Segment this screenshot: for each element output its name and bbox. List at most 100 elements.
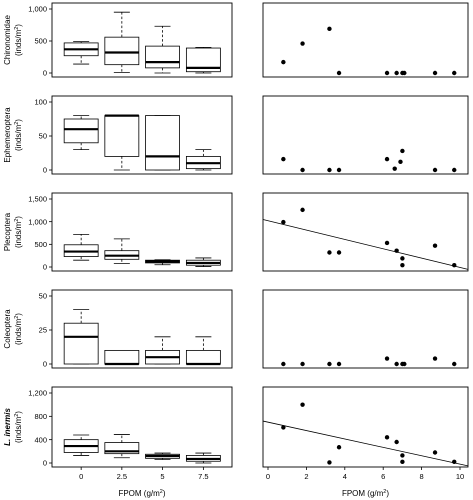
data-point — [336, 167, 342, 173]
x-tick-label: 0 — [266, 472, 270, 481]
panel-frame — [262, 192, 469, 272]
data-point — [452, 70, 457, 76]
trend-line — [262, 219, 469, 270]
boxplot-panel-2: 0 500 1,000 1,500 Plecoptera (inds/m2) — [3, 192, 233, 272]
box-7.5 — [185, 257, 221, 267]
y-tick-label: 50 — [39, 292, 47, 301]
data-point — [327, 26, 332, 32]
data-point — [400, 262, 405, 268]
scatter-panel-3 — [262, 289, 469, 369]
box-2.5 — [104, 349, 140, 366]
data-point — [281, 361, 286, 367]
data-point — [336, 250, 342, 255]
data-point — [281, 59, 286, 65]
iqr-box — [185, 349, 221, 365]
unit-label: (inds/m2) — [14, 119, 23, 151]
data-point — [281, 156, 286, 162]
box-0 — [63, 309, 99, 365]
data-point — [432, 70, 438, 76]
panel-frame — [262, 2, 469, 78]
scatter-panel-0 — [262, 2, 469, 78]
data-point — [432, 450, 438, 455]
panel-frame — [51, 386, 233, 468]
data-point — [384, 240, 390, 246]
scatter-panel-2 — [262, 192, 469, 272]
taxon-label: Ephemeroptera — [3, 107, 12, 163]
y-tick-label: 0 — [43, 459, 47, 468]
x-tick-label: 2.5 — [117, 472, 127, 481]
scatter-panel-1 — [262, 95, 469, 175]
iqr-box — [104, 36, 140, 66]
iqr-box — [104, 349, 140, 365]
data-point — [452, 361, 457, 367]
box-7.5 — [185, 336, 221, 366]
data-point — [300, 361, 305, 367]
data-point — [336, 70, 342, 76]
data-point — [394, 361, 399, 367]
iqr-box — [104, 115, 140, 157]
box-7.5 — [185, 452, 221, 464]
data-point — [336, 445, 342, 450]
y-tick-label: 500 — [34, 37, 47, 46]
box-0 — [63, 115, 99, 151]
iqr-box — [63, 118, 99, 144]
scatter-panel-4: 0 2 4 6 8 10 FPOM (g/m2) — [262, 386, 469, 498]
data-point — [384, 356, 390, 361]
data-point — [402, 361, 407, 367]
trend-line — [262, 420, 469, 467]
boxplot-panel-0: 0 500 1,000 Chironomidae (inds/m2) — [3, 2, 233, 78]
data-point — [327, 250, 332, 255]
iqr-box — [185, 47, 221, 73]
unit-label: (inds/m2) — [14, 313, 23, 345]
data-point — [281, 219, 286, 225]
box-5 — [145, 452, 180, 460]
data-point — [400, 459, 405, 465]
boxplot-panel-4: 0 400 800 1,200 L. inermis (inds/m2) 0 2.5 5 7.5 F… — [3, 386, 233, 498]
data-point — [432, 356, 438, 361]
data-point — [300, 41, 305, 46]
iqr-box — [63, 322, 99, 365]
taxon-label: Coleoptera — [3, 309, 12, 349]
y-tick-label: 400 — [34, 435, 47, 444]
data-point — [327, 460, 332, 465]
y-tick-label: 1,500 — [28, 195, 47, 204]
data-point — [336, 361, 342, 367]
data-point — [327, 361, 332, 367]
y-tick-label: 800 — [34, 412, 47, 421]
taxon-label: L. inermis — [3, 408, 12, 446]
taxon-label: Plecoptera — [3, 212, 12, 251]
box-0 — [63, 233, 99, 261]
x-tick-label: 6 — [381, 472, 385, 481]
box-7.5 — [185, 149, 221, 171]
data-point — [400, 148, 405, 154]
data-point — [394, 70, 399, 76]
box-2.5 — [104, 114, 140, 171]
box-7.5 — [185, 47, 221, 74]
y-tick-label: 500 — [34, 240, 47, 249]
x-axis-label: FPOM (g/m2) — [118, 489, 165, 498]
data-point — [384, 70, 390, 76]
x-tick-label: 10 — [456, 472, 464, 481]
y-tick-label: 25 — [39, 326, 47, 335]
y-tick-label: 100 — [34, 98, 47, 107]
panel-frame — [51, 95, 233, 175]
x-tick-label: 8 — [420, 472, 424, 481]
panel-frame — [262, 95, 469, 175]
panel-frame — [262, 386, 469, 468]
panel-frame — [262, 289, 469, 369]
panel-frame — [51, 192, 233, 272]
data-point — [402, 70, 407, 76]
data-point — [432, 243, 438, 248]
data-point — [452, 459, 457, 465]
boxplot-panel-3: 0 25 50 Coleoptera (inds/m2) — [3, 289, 233, 369]
unit-label: (inds/m2) — [14, 24, 23, 56]
y-tick-label: 0 — [43, 263, 47, 272]
data-point — [452, 167, 457, 173]
data-point — [400, 256, 405, 261]
x-tick-label: 5 — [160, 472, 164, 481]
box-0 — [63, 434, 99, 456]
box-0 — [63, 41, 99, 65]
data-point — [384, 156, 390, 162]
y-tick-label: 1,000 — [28, 5, 47, 14]
data-point — [281, 425, 286, 430]
